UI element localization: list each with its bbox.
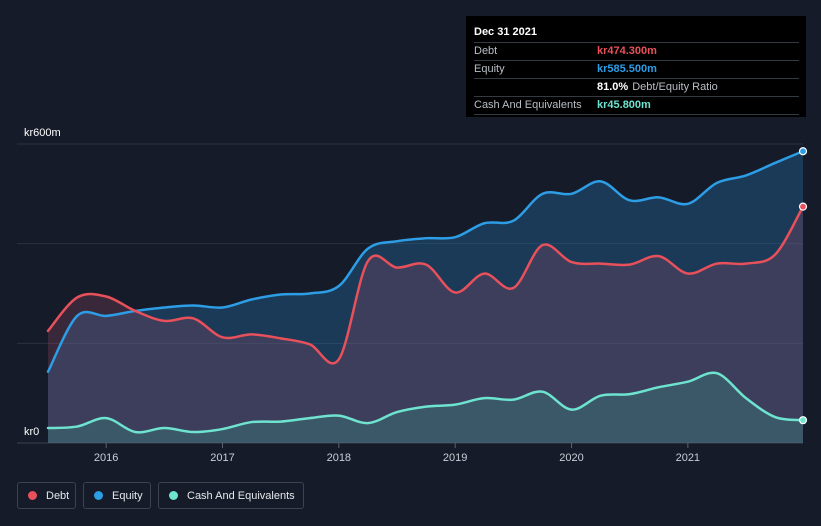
x-tick-label: 2020 bbox=[559, 452, 583, 464]
tooltip: Dec 31 2021 Debt kr474.300m Equity kr585… bbox=[466, 16, 806, 117]
x-tick-label: 2019 bbox=[443, 452, 467, 464]
y-axis-ticks: kr0 kr600m bbox=[24, 127, 61, 438]
tooltip-label: Equity bbox=[474, 63, 505, 75]
equity-endpoint[interactable] bbox=[798, 147, 808, 156]
tooltip-row-equity: Equity kr585.500m bbox=[474, 61, 799, 79]
tooltip-row-cash: Cash And Equivalents kr45.800m bbox=[474, 97, 799, 115]
tooltip-date: Dec 31 2021 bbox=[474, 22, 799, 43]
legend-dot-icon bbox=[28, 491, 37, 500]
x-tick-label: 2018 bbox=[327, 452, 351, 464]
tooltip-label bbox=[474, 79, 597, 96]
legend-dot-icon bbox=[94, 491, 103, 500]
legend-item-equity[interactable]: Equity bbox=[83, 482, 151, 509]
chart-areas bbox=[48, 151, 803, 443]
legend-dot-icon bbox=[169, 491, 178, 500]
legend-label: Cash And Equivalents bbox=[187, 489, 295, 502]
tooltip-row-ratio: 81.0% Debt/Equity Ratio bbox=[474, 79, 799, 97]
tooltip-label: Cash And Equivalents bbox=[474, 99, 582, 111]
x-tick-label: 2017 bbox=[210, 452, 234, 464]
equity-area bbox=[48, 151, 803, 443]
debt-endpoint[interactable] bbox=[798, 202, 808, 211]
y-tick-label: kr600m bbox=[24, 127, 61, 139]
cash-and-equivalents-endpoint[interactable] bbox=[798, 416, 808, 425]
tooltip-label: Debt bbox=[474, 45, 498, 57]
tooltip-value: 81.0% bbox=[597, 81, 629, 93]
legend-item-debt[interactable]: Debt bbox=[17, 482, 76, 509]
debt-line bbox=[46, 205, 805, 365]
chart-lines bbox=[46, 149, 805, 434]
x-tick-label: 2021 bbox=[676, 452, 700, 464]
y-tick-label: kr0 bbox=[24, 426, 39, 438]
tooltip-value: kr474.300m bbox=[597, 45, 657, 57]
cash-and-equivalents-line bbox=[46, 371, 805, 434]
tooltip-value: kr45.800m bbox=[597, 99, 651, 111]
tooltip-row-debt: Debt kr474.300m bbox=[474, 43, 799, 61]
chart-endpoints bbox=[798, 147, 808, 425]
legend-label: Equity bbox=[112, 489, 143, 502]
chart-grid bbox=[17, 143, 803, 444]
equity-line bbox=[46, 149, 805, 373]
tooltip-value: kr585.500m bbox=[597, 63, 657, 75]
x-axis-ticks: 2016 2017 2018 2019 2020 2021 bbox=[94, 443, 700, 464]
legend-label: Debt bbox=[46, 489, 70, 502]
tooltip-ratio-label: Debt/Equity Ratio bbox=[632, 81, 718, 93]
legend-item-cash[interactable]: Cash And Equivalents bbox=[158, 482, 304, 509]
x-tick-label: 2016 bbox=[94, 452, 118, 464]
